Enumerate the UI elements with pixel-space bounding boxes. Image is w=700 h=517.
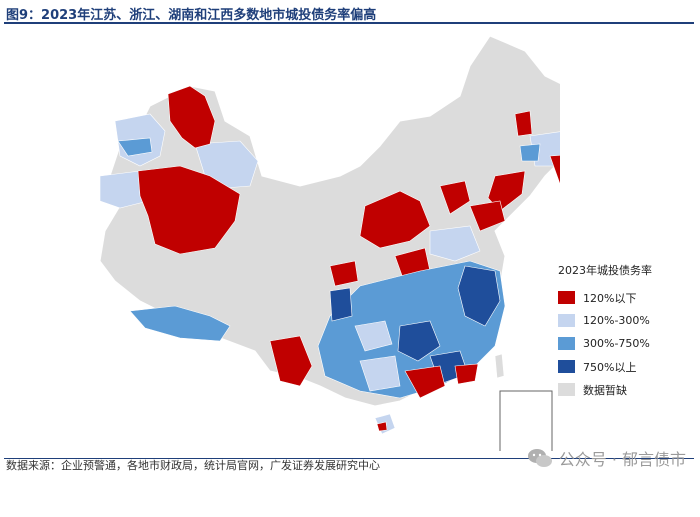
region-light-sc — [359, 355, 401, 392]
region-red-south-2 — [404, 365, 446, 399]
south-sea-inset — [499, 390, 553, 451]
region-mid-ne — [519, 143, 541, 162]
legend-label: 750%以上 — [583, 360, 637, 374]
region-red-north-xj — [167, 85, 216, 149]
footer-divider — [4, 458, 694, 459]
legend-title: 2023年城投债务率 — [558, 264, 652, 277]
region-light-north — [429, 225, 481, 262]
region-red-south-3 — [454, 363, 479, 385]
legend-item: 300%-750% — [558, 332, 688, 355]
region-light-central — [354, 320, 393, 352]
china-map — [99, 35, 560, 451]
region-dark-central-1 — [397, 320, 441, 362]
region-taiwan — [494, 353, 505, 379]
region-red-north-5 — [329, 260, 359, 287]
legend-swatch — [558, 337, 575, 350]
legend-label: 120%以下 — [583, 291, 637, 305]
watermark-text: 公众号 · 郁言债市 — [558, 450, 686, 469]
watermark: 公众号 · 郁言债市 — [527, 446, 686, 470]
region-dark-sw — [329, 287, 353, 322]
legend-item: 120%-300% — [558, 309, 688, 332]
title-divider — [4, 22, 694, 24]
legend-label: 120%-300% — [583, 314, 650, 327]
legend-label: 数据暂缺 — [583, 383, 627, 397]
source-note: 数据来源：企业预警通，各地市财政局，统计局官网，广发证券发展研究中心 — [6, 459, 380, 472]
legend-item: 750%以上 — [558, 355, 688, 378]
legend-swatch — [558, 360, 575, 373]
region-red-ne-3 — [487, 170, 526, 212]
legend-item: 120%以下 — [558, 286, 688, 309]
legend-swatch — [558, 383, 575, 396]
legend-swatch — [558, 291, 575, 304]
chart-title: 图9：2023年江苏、浙江、湖南和江西多数地市城投债务率偏高 — [6, 8, 377, 23]
legend: 2023年城投债务率 120%以下 120%-300% 300%-750% 75… — [558, 262, 688, 401]
region-red-north-2 — [439, 180, 471, 215]
legend-swatch — [558, 314, 575, 327]
region-light-west-3 — [99, 170, 149, 209]
region-red-ne-1 — [514, 110, 533, 137]
region-red-north-3 — [469, 200, 506, 232]
legend-item: 数据暂缺 — [558, 378, 688, 401]
region-red-north-1 — [359, 190, 431, 249]
region-mid-west — [117, 137, 153, 157]
region-red-south-1 — [269, 335, 313, 387]
wechat-icon — [527, 449, 552, 467]
region-hainan-red — [376, 421, 388, 432]
region-dark-east — [457, 265, 501, 327]
region-mid-tibet — [129, 305, 231, 342]
legend-label: 300%-750% — [583, 337, 650, 350]
region-red-ne-2 — [549, 154, 560, 185]
region-red-south-xj — [137, 165, 241, 255]
